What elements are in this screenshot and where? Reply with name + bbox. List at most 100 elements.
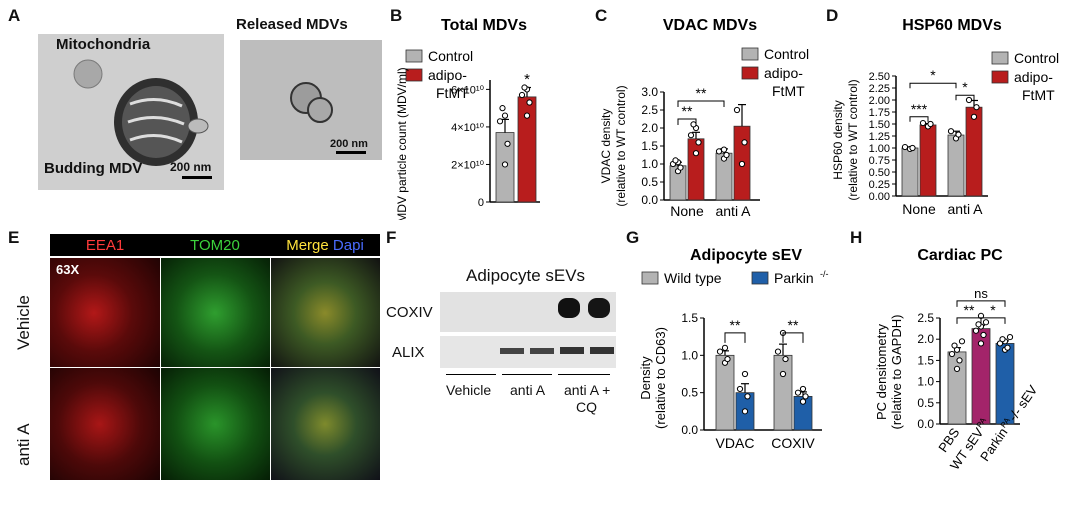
chart-d-sig-bracket <box>909 82 957 89</box>
chart-c-data-point <box>672 157 679 164</box>
chart-d-data-point <box>955 131 962 138</box>
blot-strip-coxiv <box>440 292 616 332</box>
chart-d-title: HSP60 MDVs <box>902 17 1002 34</box>
header-eea1-text: EEA1 <box>85 236 125 254</box>
chart-h-sig-bracket <box>956 300 1006 307</box>
chart-d-ytick-label: 0.00 <box>869 191 890 203</box>
band-alix-lane5 <box>560 347 584 354</box>
chart-g-legend-superscript: -/- <box>820 269 829 279</box>
band-label-coxiv: COXIV <box>386 304 433 321</box>
chart-g-legend-label: Parkin <box>774 270 814 286</box>
chart-d-bar <box>947 134 965 197</box>
band-coxiv-lane5 <box>558 298 580 318</box>
blot-title: Adipocyte sEVs <box>466 266 586 285</box>
magnification-label: 63X <box>56 262 80 277</box>
chart-g-bar <box>715 354 735 431</box>
chart-b-data-point <box>526 99 533 106</box>
chart-h-title: Cardiac PC <box>917 247 1003 264</box>
row-label-antia: anti A <box>14 376 44 476</box>
header-tom20-text: TOM20 <box>190 236 240 254</box>
lane-label-antia: anti A <box>510 382 546 398</box>
chart-c-category-label: None <box>670 203 704 219</box>
chart-d-bar <box>965 106 983 197</box>
scale-bar-2 <box>336 151 366 154</box>
chart-g-ytick-label: 0.0 <box>681 423 698 437</box>
chart-c-data-point <box>738 160 746 168</box>
chart-h-ytick-label: 1.5 <box>917 353 934 367</box>
panel-label-g: G <box>626 228 640 247</box>
chart-h-data-point <box>956 357 963 364</box>
chart-g-data-point <box>799 385 807 393</box>
chart-h-data-point <box>958 338 966 345</box>
chart-c-sig-label: ** <box>682 103 693 119</box>
scale-bar <box>182 176 212 179</box>
chart-c-ytick-label: 2.0 <box>641 121 658 135</box>
chart-h-ytick-label: 0.0 <box>917 417 934 431</box>
blot-strip-alix <box>440 336 616 368</box>
chart-d-ytick-label: 1.50 <box>869 119 890 131</box>
chart-b-legend-swatch <box>405 68 423 82</box>
chart-d-sig-bracket <box>909 116 929 122</box>
chart-b-legend-label: Control <box>428 48 473 64</box>
chart-h-data-point <box>977 340 985 347</box>
chart-d-ylabel: (relative to WT control) <box>846 79 860 200</box>
panel-label-e: E <box>8 228 20 247</box>
chart-d-ytick-label: 0.50 <box>869 167 890 179</box>
lane-label-antia-cq-2: CQ <box>576 399 597 415</box>
row-label-vehicle: Vehicle <box>14 270 44 360</box>
chart-b-ytick-label: 4×10¹⁰ <box>451 122 484 134</box>
released-mdv-drawing <box>290 82 333 123</box>
chart-h-bar <box>947 351 967 425</box>
chart-g-ylabel: Density <box>638 356 653 400</box>
chart-c-sig-bracket <box>677 118 697 125</box>
lane-label-antia-cq-1: anti A + <box>564 382 611 398</box>
chart-d-legend-label: Control <box>1014 50 1059 66</box>
chart-g: Adipocyte sEV Wild type Parkin -/- 0.0 0.5 1.0… <box>638 247 829 451</box>
chart-g-category-label: COXIV <box>771 435 815 451</box>
chart-g-data-point <box>774 348 782 355</box>
chart-c-ylabel: VDAC density <box>599 109 613 184</box>
chart-h-data-point <box>1006 333 1014 341</box>
row-label-antia-text: anti A <box>14 423 33 466</box>
chart-c-ytick-label: 3.0 <box>641 85 658 99</box>
chart-b-legend-swatch <box>405 49 423 63</box>
chart-h-sig-bracket <box>980 317 1006 324</box>
chart-c-data-point <box>720 146 728 153</box>
chart-c-data-point <box>687 132 695 139</box>
scale-bar-label: 200 nm <box>170 160 212 174</box>
chart-d-sig-label: * <box>962 79 968 95</box>
chart-b-data-point <box>521 84 528 91</box>
chart-c-data-point <box>741 139 748 146</box>
tile-eea1-antia <box>50 368 160 480</box>
chart-g-data-point <box>721 344 729 351</box>
chart-c-data-point <box>677 164 684 171</box>
chart-h-ytick-label: 2.5 <box>917 311 934 325</box>
chart-b-ytick-label: 2×10¹⁰ <box>451 159 484 171</box>
panel-label-f: F <box>386 228 397 247</box>
chart-h-ytick-label: 2.0 <box>917 332 934 346</box>
chart-g-bar <box>773 354 793 431</box>
chart-d-ytick-label: 0.25 <box>869 179 890 191</box>
chart-c-data-point <box>715 148 723 155</box>
tem-image-released: 200 nm <box>240 40 382 160</box>
chart-d-data-point <box>973 104 980 111</box>
chart-g-legend-swatch <box>641 271 659 285</box>
chart-g-data-point <box>802 393 809 400</box>
chart-g-sig-bracket <box>782 332 804 343</box>
chart-d-ylabel: HSP60 density <box>831 100 845 179</box>
lane-bracket-1 <box>446 374 496 375</box>
chart-c-category-label: anti A <box>715 203 751 219</box>
chart-c-ytick-label: 0.0 <box>641 193 658 207</box>
panel-label-b: B <box>390 6 403 25</box>
chart-d-ytick-label: 1.00 <box>869 143 890 155</box>
chart-d-data-point <box>927 120 934 128</box>
chart-h-data-point <box>980 331 987 339</box>
chart-d: HSP60 MDVs Control adipo- FtMT 0.000.250.500… <box>831 17 1059 217</box>
chart-c-ytick-label: 2.5 <box>641 103 658 117</box>
tile-eea1-vehicle: 63X <box>50 258 160 368</box>
lane-bracket-2 <box>502 374 552 375</box>
chart-h-sig-label: ** <box>964 302 975 318</box>
budding-mdv-label: Budding MDV <box>44 160 143 177</box>
panel-label-a: A <box>8 6 21 25</box>
chart-b-ytick-label: 6×10¹⁰ <box>451 84 484 96</box>
